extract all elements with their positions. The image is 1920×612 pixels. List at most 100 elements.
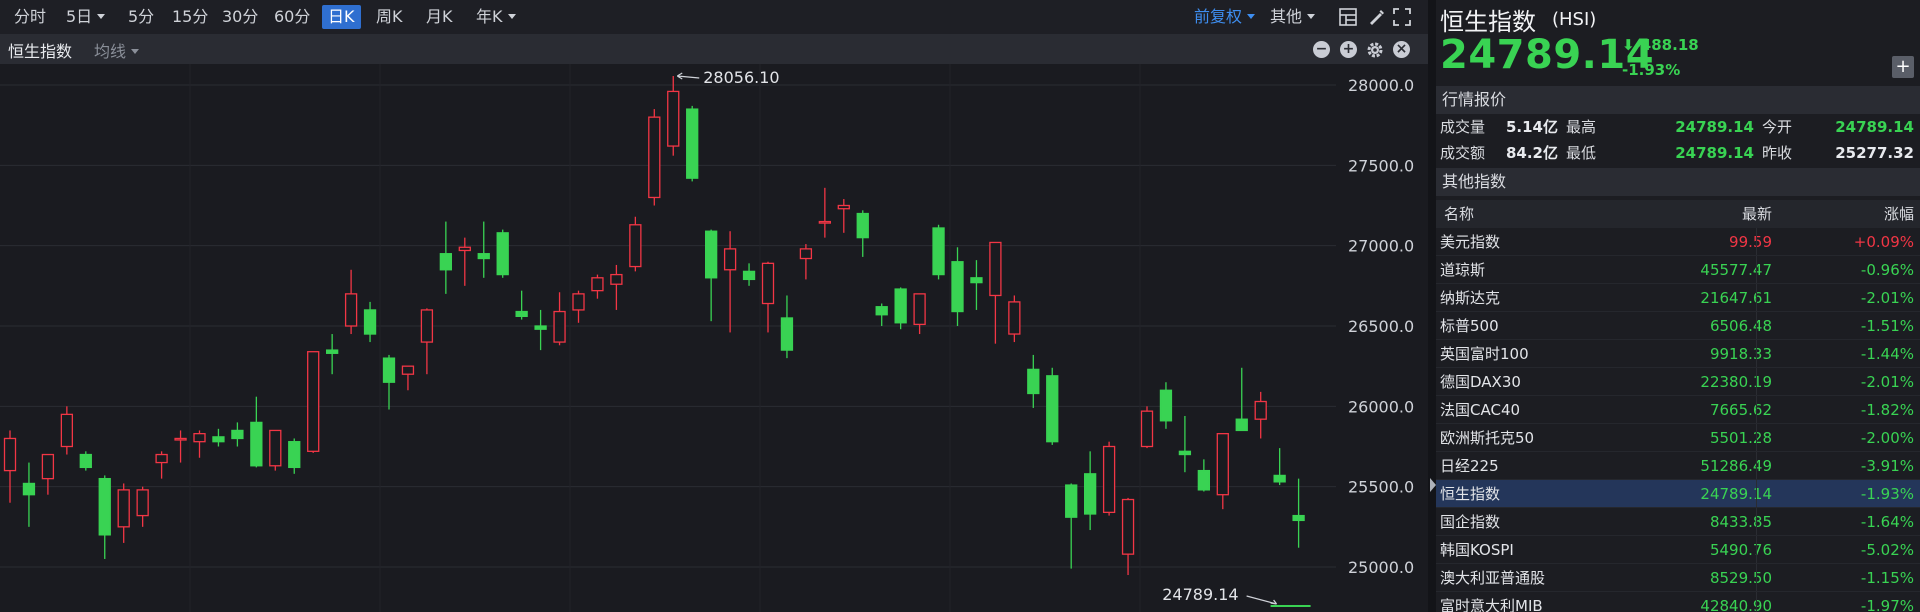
candle-body — [534, 325, 547, 330]
index-name: 澳大利亚普通股 — [1440, 569, 1546, 587]
index-last: 45577.47 — [1700, 261, 1772, 279]
index-last: 6506.48 — [1709, 317, 1772, 335]
period-tab-year[interactable]: 年K — [472, 5, 520, 29]
index-price: 24789.14 — [1440, 32, 1655, 78]
period-tab-5day[interactable]: 5日 — [62, 5, 109, 29]
close-icon[interactable]: × — [1393, 41, 1410, 58]
candle-body — [686, 108, 699, 179]
index-row[interactable]: 恒生指数 24789.14 -1.93% — [1436, 480, 1920, 508]
index-row[interactable]: 德国DAX30 22380.19 -2.01% — [1436, 368, 1920, 396]
chart-subbar: 恒生指数 均线 − + × — [0, 34, 1428, 64]
period-tab-15min[interactable]: 15分 — [172, 7, 209, 26]
candle-body — [667, 90, 680, 147]
candle-body — [41, 453, 55, 480]
layout-icon[interactable] — [1338, 7, 1358, 27]
candle-body — [553, 310, 566, 343]
panel-divider[interactable] — [1428, 0, 1436, 612]
chart-canvas[interactable]: 28000.0 27500.0 27000.0 26500.0 26000.0 25500… — [0, 64, 1428, 612]
index-row[interactable]: 欧洲斯托克50 5501.28 -2.00% — [1436, 424, 1920, 452]
index-name: 国企指数 — [1440, 513, 1501, 531]
fullscreen-icon[interactable] — [1392, 7, 1412, 27]
index-row[interactable]: 日经225 51286.49 -3.91% — [1436, 452, 1920, 480]
quote-label: 最低 — [1566, 144, 1597, 162]
column-divider — [1756, 340, 1757, 367]
candle-body — [780, 317, 794, 351]
add-watchlist-button[interactable]: + — [1892, 56, 1914, 78]
index-change: -1.15% — [1860, 569, 1914, 587]
index-row[interactable]: 纳斯达克 21647.61 -2.01% — [1436, 284, 1920, 312]
period-tab-5min[interactable]: 5分 — [128, 7, 155, 26]
period-tab-60min[interactable]: 60分 — [274, 7, 311, 26]
y-tick-label: 27500.0 — [1348, 156, 1414, 175]
index-code: (HSI) — [1552, 9, 1597, 30]
period-tab-minute[interactable]: 分时 — [14, 7, 47, 26]
plus-icon[interactable]: + — [1340, 41, 1357, 58]
period-tab-month[interactable]: 月K — [426, 7, 453, 26]
index-row[interactable]: 韩国KOSPI 5490.76 -5.02% — [1436, 536, 1920, 564]
quote-value: 24789.14 — [1675, 144, 1754, 162]
period-tab-week[interactable]: 周K — [376, 7, 403, 26]
index-last: 24789.14 — [1700, 485, 1772, 503]
index-row[interactable]: 美元指数 99.59 +0.09% — [1436, 228, 1920, 256]
col-chg[interactable]: 涨幅 — [1883, 205, 1914, 223]
index-change: -1.44% — [1860, 345, 1914, 363]
index-row[interactable]: 富时意大利MIB 42840.90 -1.97% — [1436, 592, 1920, 612]
index-row[interactable]: 国企指数 8433.85 -1.64% — [1436, 508, 1920, 536]
index-change-pct: -1.93% — [1622, 61, 1681, 79]
candle-body — [515, 310, 528, 318]
y-tick-label: 27000.0 — [1348, 237, 1414, 256]
index-change: +0.09% — [1853, 233, 1914, 251]
draw-icon[interactable] — [1366, 7, 1386, 27]
index-row[interactable]: 澳大利亚普通股 8529.50 -1.15% — [1436, 564, 1920, 592]
minus-icon[interactable]: − — [1313, 41, 1330, 58]
index-last: 22380.19 — [1700, 373, 1772, 391]
collapse-arrow-icon[interactable] — [1430, 478, 1436, 492]
candle-body — [174, 437, 187, 441]
candle-body — [761, 262, 775, 305]
column-divider — [1756, 228, 1757, 255]
ma-label: 均线 — [94, 42, 127, 61]
gear-icon[interactable] — [1366, 41, 1384, 59]
period-tab-day[interactable]: 日K — [322, 5, 361, 29]
quote-label: 成交量 — [1440, 118, 1486, 136]
period-tab-30min[interactable]: 30分 — [222, 7, 259, 26]
quote-label: 今开 — [1762, 118, 1793, 136]
candle-body — [496, 232, 509, 276]
index-name: 纳斯达克 — [1440, 289, 1501, 307]
quote-section-header: 行情报价 — [1436, 86, 1920, 114]
col-name[interactable]: 名称 — [1444, 205, 1475, 223]
col-last[interactable]: 最新 — [1741, 205, 1772, 223]
last-annotation: 24789.14 — [1162, 585, 1238, 604]
chevron-down-icon — [507, 14, 516, 19]
index-row[interactable]: 法国CAC40 7665.62 -1.82% — [1436, 396, 1920, 424]
adjust-label: 前复权 — [1194, 7, 1243, 26]
candle-body — [363, 309, 377, 335]
index-row[interactable]: 英国富时100 9918.33 -1.44% — [1436, 340, 1920, 368]
candle-body — [1216, 432, 1229, 496]
y-tick-label: 25000.0 — [1348, 558, 1414, 577]
candlestick-chart[interactable]: 28000.0 27500.0 27000.0 26500.0 26000.0 25500… — [0, 64, 1428, 612]
candle-body — [629, 224, 642, 268]
candle-body — [1046, 375, 1059, 443]
candle-body — [572, 293, 585, 311]
index-row[interactable]: 标普500 6506.48 -1.51% — [1436, 312, 1920, 340]
candle-body — [1159, 389, 1173, 422]
ma-dropdown[interactable]: 均线 — [94, 38, 140, 62]
index-last: 99.59 — [1729, 233, 1772, 251]
table-header: 名称 最新 涨幅 — [1436, 200, 1920, 228]
index-last: 8433.85 — [1709, 513, 1772, 531]
candle-body — [193, 432, 206, 443]
index-name: 富时意大利MIB — [1440, 597, 1543, 612]
index-row[interactable]: 道琼斯 45577.47 -0.96% — [1436, 256, 1920, 284]
high-arrow-icon — [676, 72, 700, 80]
y-tick-label: 26500.0 — [1348, 317, 1414, 336]
candle-body — [970, 277, 983, 284]
candle-body — [79, 453, 92, 469]
high-annotation: 28056.10 — [703, 68, 779, 87]
other-label: 其他 — [1270, 7, 1303, 26]
candle-body — [344, 293, 358, 327]
index-last: 51286.49 — [1700, 457, 1772, 475]
adjust-dropdown[interactable]: 前复权 — [1190, 5, 1259, 29]
other-dropdown[interactable]: 其他 — [1266, 5, 1319, 29]
column-divider — [1756, 396, 1757, 423]
